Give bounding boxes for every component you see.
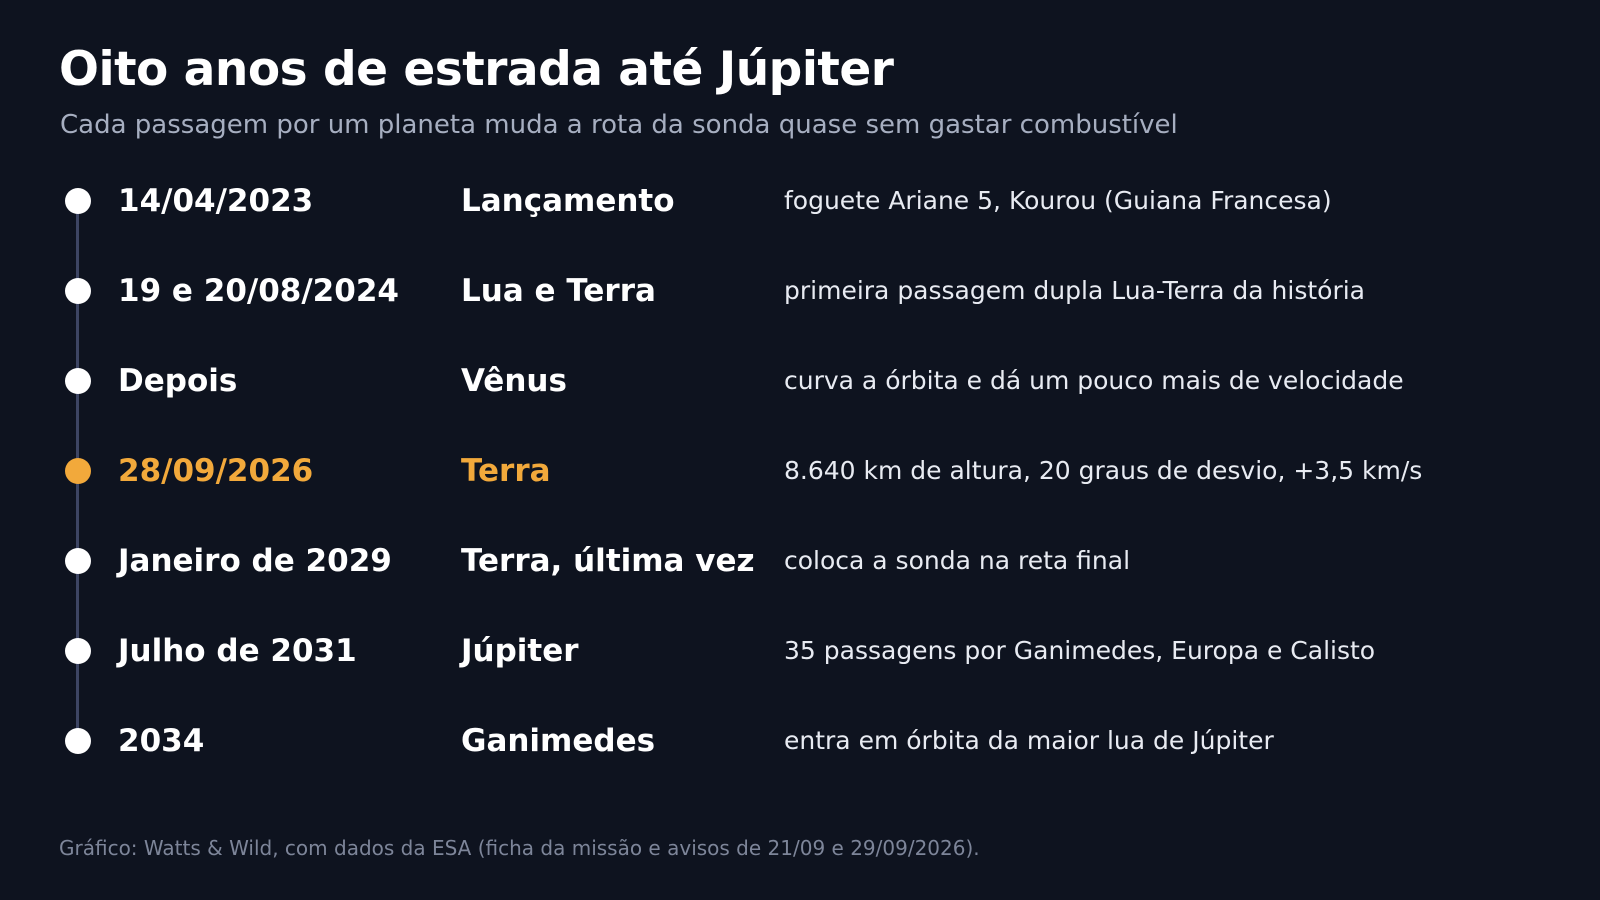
milestone-event: Terra, última vez [461,543,755,579]
milestone-description: foguete Ariane 5, Kourou (Guiana Frances… [784,186,1332,215]
milestone-row: Julho de 2031 Júpiter 35 passagens por G… [0,621,1600,681]
milestone-dot [65,278,91,304]
milestone-event: Lua e Terra [461,273,656,309]
milestone-description: 35 passagens por Ganimedes, Europa e Cal… [784,636,1376,665]
milestone-dot [65,728,91,754]
milestone-row: 28/09/2026 Terra 8.640 km de altura, 20 … [0,441,1600,501]
milestone-event: Vênus [461,363,567,399]
milestone-dot [65,188,91,214]
milestone-event: Lançamento [461,183,675,219]
milestone-dot [65,548,91,574]
milestone-date: 14/04/2023 [118,183,314,219]
milestone-description: coloca a sonda na reta final [784,546,1131,575]
milestone-dot [65,638,91,664]
milestone-dot [65,368,91,394]
milestone-row: Depois Vênus curva a órbita e dá um pouc… [0,351,1600,411]
milestone-event: Terra [461,453,551,489]
milestone-row: 19 e 20/08/2024 Lua e Terra primeira pas… [0,261,1600,321]
milestone-description: 8.640 km de altura, 20 graus de desvio, … [784,456,1423,485]
milestone-event: Ganimedes [461,723,656,759]
milestone-date: Janeiro de 2029 [118,543,392,579]
milestone-date: Depois [118,363,238,399]
milestone-description: primeira passagem dupla Lua-Terra da his… [784,276,1365,305]
milestone-dot [65,458,91,484]
chart-title: Oito anos de estrada até Júpiter [59,42,894,97]
chart-subtitle: Cada passagem por um planeta muda a rota… [60,110,1178,140]
milestone-row: Janeiro de 2029 Terra, última vez coloca… [0,531,1600,591]
milestone-row: 14/04/2023 Lançamento foguete Ariane 5, … [0,171,1600,231]
milestone-date: 2034 [118,723,205,759]
milestone-date: 28/09/2026 [118,453,314,489]
milestone-date: 19 e 20/08/2024 [118,273,399,309]
milestone-event: Júpiter [461,633,579,669]
milestone-row: 2034 Ganimedes entra em órbita da maior … [0,711,1600,771]
milestone-description: entra em órbita da maior lua de Júpiter [784,726,1274,755]
milestone-date: Julho de 2031 [118,633,357,669]
source-credit: Gráfico: Watts & Wild, com dados da ESA … [59,836,980,860]
milestone-description: curva a órbita e dá um pouco mais de vel… [784,366,1404,395]
